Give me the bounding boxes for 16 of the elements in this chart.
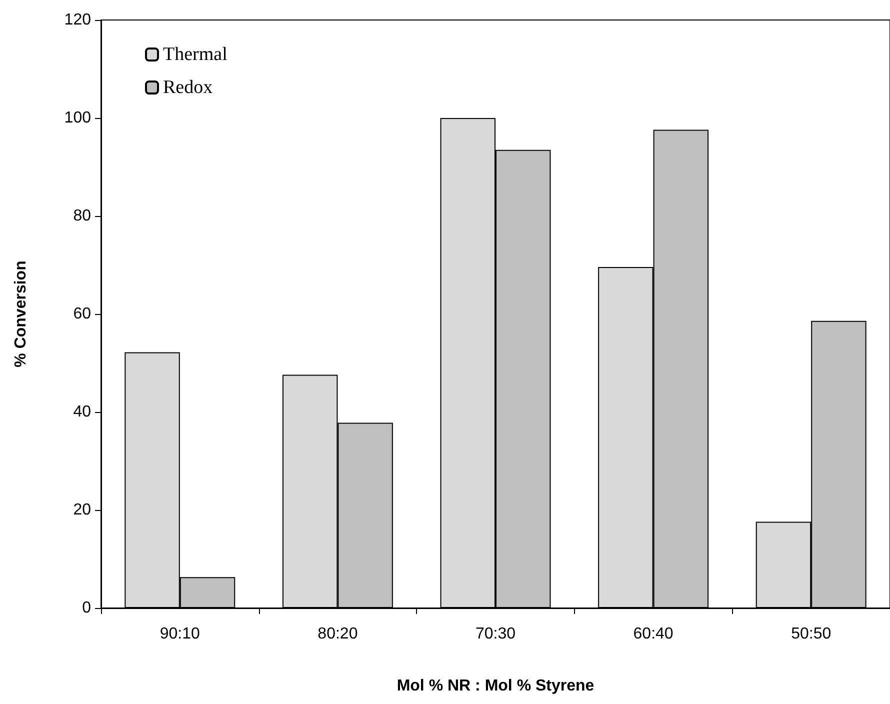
legend-label: Redox [163,77,214,98]
x-tick-label: 60:40 [633,626,674,642]
x-tick-label: 50:50 [791,626,832,642]
y-tick-label: 80 [73,208,92,224]
y-tick-label: 120 [64,12,92,28]
legend-label: Thermal [163,44,228,65]
y-tick-label: 40 [73,404,92,420]
x-axis-title: Mol % NR : Mol % Styrene [396,678,594,694]
x-tick-label: 90:10 [160,626,200,642]
y-axis-title: % Conversion [12,260,30,368]
x-tick-label: 70:30 [475,626,516,642]
y-tick-label: 0 [82,600,92,616]
y-tick-label: 20 [73,502,92,518]
y-tick-label: 100 [64,110,92,126]
y-tick-label: 60 [73,306,92,322]
x-tick-label: 80:20 [318,626,358,642]
